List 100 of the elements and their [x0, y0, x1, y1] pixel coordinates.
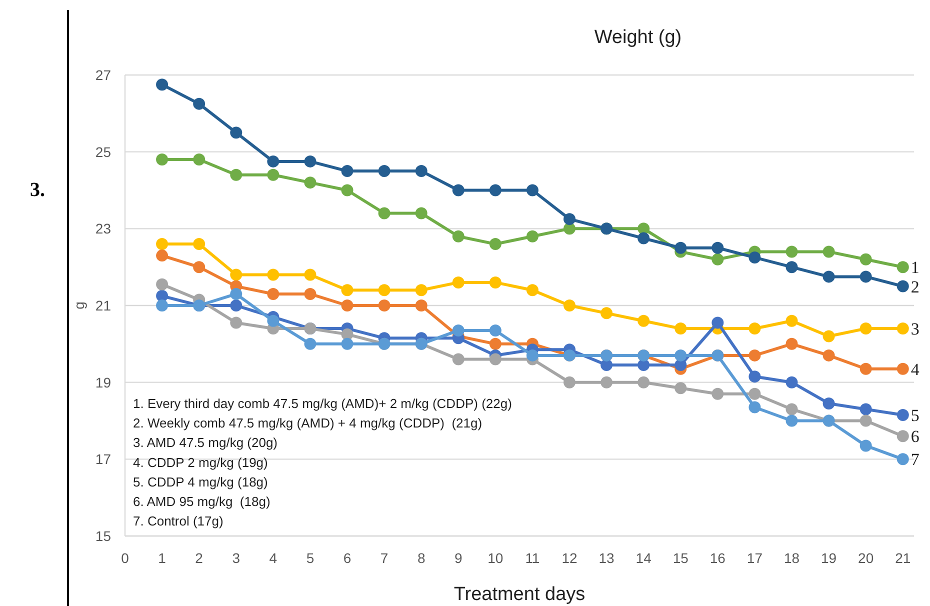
x-tick-label: 13	[598, 550, 615, 566]
point	[304, 176, 316, 189]
series-label: 2	[910, 277, 920, 296]
point	[600, 376, 613, 388]
annotation: 5. CDDP 4 mg/kg (18g)	[133, 474, 268, 490]
point	[896, 408, 909, 421]
point	[674, 322, 687, 335]
x-tick-label: 18	[784, 550, 800, 566]
point	[860, 362, 872, 375]
point	[452, 230, 464, 242]
point	[267, 155, 280, 168]
point	[786, 261, 798, 274]
series-label: 5	[910, 406, 920, 425]
point	[230, 316, 242, 329]
point	[378, 284, 390, 296]
annotation: 6. AMD 95 mg/kg (18g)	[133, 494, 270, 509]
point	[489, 184, 502, 196]
point	[786, 338, 798, 350]
point	[526, 284, 538, 296]
point	[748, 401, 761, 414]
point	[156, 278, 168, 290]
point	[193, 98, 206, 110]
point	[489, 324, 502, 336]
point	[452, 324, 464, 336]
point	[378, 207, 390, 220]
point	[860, 253, 872, 266]
point	[489, 276, 502, 288]
point	[267, 168, 280, 181]
point	[786, 414, 798, 427]
point	[822, 349, 835, 362]
point	[193, 261, 206, 274]
point	[415, 300, 428, 312]
point	[896, 261, 909, 274]
point	[748, 322, 761, 335]
point	[674, 242, 687, 254]
x-tick-label: 3	[232, 550, 240, 566]
y-tick-label: 23	[95, 220, 112, 237]
x-tick-label: 7	[380, 550, 388, 566]
point	[748, 349, 761, 362]
point	[304, 338, 316, 350]
annotation: 1. Every third day comb 47.5 mg/kg (AMD)+ 2 m/kg (CDDP) (22g)	[133, 396, 512, 411]
x-tick-label: 21	[895, 550, 911, 566]
point	[860, 440, 872, 452]
point	[786, 376, 798, 388]
point	[156, 250, 168, 262]
point	[638, 376, 650, 388]
y-tick-label: 27	[95, 67, 112, 83]
point	[638, 232, 650, 244]
annotation: 4. CDDP 2 mg/kg (19g)	[133, 454, 268, 470]
point	[341, 184, 354, 196]
x-tick-label: 8	[417, 550, 426, 566]
point	[748, 251, 761, 264]
point	[230, 268, 242, 281]
point	[748, 370, 761, 383]
x-tick-label: 12	[562, 550, 578, 566]
point	[860, 403, 872, 416]
point	[786, 403, 798, 416]
point	[267, 268, 280, 281]
point	[193, 238, 206, 250]
point	[896, 453, 909, 466]
x-tick-label: 17	[746, 550, 763, 566]
point	[156, 238, 168, 250]
point	[822, 330, 835, 342]
point	[526, 184, 538, 196]
series-label: 4	[910, 360, 920, 379]
x-tick-label: 0	[121, 550, 130, 566]
point	[341, 284, 354, 296]
point	[304, 288, 316, 300]
point	[822, 270, 835, 283]
x-tick-label: 9	[454, 550, 462, 566]
point	[564, 300, 576, 312]
point	[748, 388, 761, 400]
point	[230, 168, 242, 181]
point	[712, 242, 724, 254]
point	[267, 314, 280, 327]
point	[230, 126, 242, 139]
series-label: 1	[910, 258, 920, 278]
annotation: 7. Control (17g)	[133, 514, 224, 529]
y-tick-label: 15	[95, 528, 112, 544]
point	[452, 276, 464, 288]
point	[489, 353, 502, 366]
point	[378, 165, 390, 178]
point	[896, 362, 909, 375]
point	[860, 322, 872, 335]
point	[712, 388, 724, 400]
point	[860, 270, 872, 283]
point	[193, 154, 206, 166]
point	[341, 300, 354, 312]
x-tick-label: 6	[343, 550, 352, 566]
point	[896, 280, 909, 292]
x-tick-label: 10	[488, 550, 504, 566]
series-label: 7	[910, 450, 920, 470]
x-tick-label: 15	[672, 550, 689, 566]
y-tick-label: 25	[95, 144, 112, 160]
x-tick-label: 2	[195, 550, 204, 566]
point	[712, 253, 724, 266]
point	[452, 353, 464, 366]
point	[156, 300, 168, 312]
annotation: 2. Weekly comb 47.5 mg/kg (AMD) + 4 mg/kg (CDDP) (21g)	[133, 416, 482, 431]
point	[822, 246, 835, 258]
